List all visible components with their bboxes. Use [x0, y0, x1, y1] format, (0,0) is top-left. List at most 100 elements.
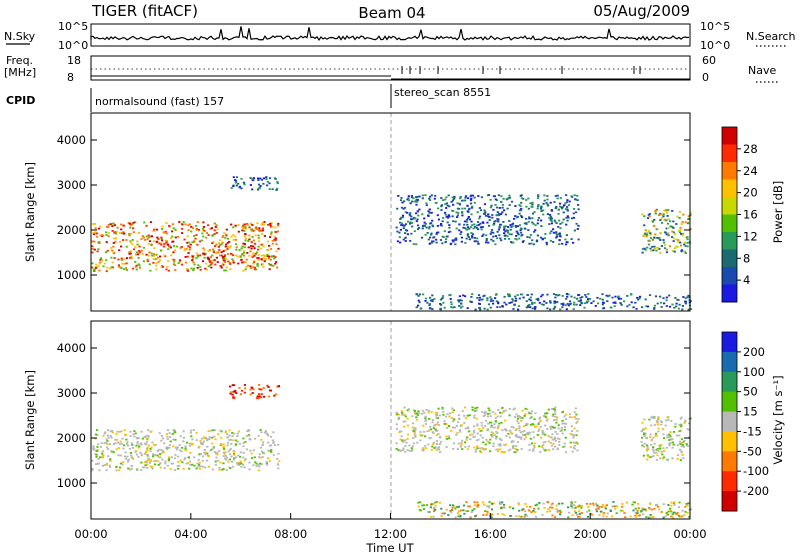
scatter-cell	[519, 431, 522, 434]
scatter-cell	[542, 209, 545, 212]
scatter-cell	[643, 445, 646, 448]
scatter-cell	[242, 463, 245, 466]
scatter-cell	[493, 195, 496, 198]
scatter-cell	[479, 430, 482, 433]
scatter-cell	[219, 461, 222, 464]
scatter-cell	[682, 296, 685, 298]
scatter-cell	[268, 188, 271, 190]
scatter-cell	[199, 467, 202, 470]
scatter-cell	[643, 418, 646, 421]
ytick-label: 3000	[57, 178, 86, 192]
scatter-cell	[491, 513, 494, 516]
scatter-cell	[421, 448, 424, 451]
scatter-cell	[222, 468, 225, 470]
scatter-cell	[99, 225, 102, 228]
scatter-cell	[182, 221, 185, 223]
scatter-cell	[177, 461, 180, 463]
scatter-cell	[236, 435, 239, 437]
scatter-cell	[167, 260, 170, 262]
scatter-cell	[543, 237, 547, 240]
scatter-cell	[498, 207, 501, 209]
scatter-cell	[503, 428, 506, 431]
scatter-cell	[562, 204, 566, 207]
scatter-cell	[529, 234, 532, 236]
scatter-cell	[259, 247, 262, 250]
scatter-cell	[395, 411, 398, 414]
scatter-cell	[683, 243, 686, 246]
scatter-cell	[453, 195, 456, 198]
scatter-cell	[262, 182, 265, 185]
scatter-cell	[551, 433, 554, 436]
scatter-cell	[552, 408, 556, 410]
scatter-cell	[442, 512, 445, 515]
scatter-cell	[250, 267, 253, 270]
scatter-cell	[403, 200, 406, 203]
scatter-cell	[610, 306, 613, 309]
scatter-cell	[560, 207, 564, 210]
scatter-cell	[533, 230, 536, 233]
scatter-cell	[480, 421, 483, 424]
ytick-label: 2000	[57, 431, 86, 445]
scatter-cell	[428, 226, 431, 228]
scatter-cell	[210, 261, 214, 264]
scatter-cell	[399, 438, 402, 441]
scatter-cell	[484, 419, 488, 422]
scatter-cell	[476, 224, 479, 227]
scatter-cell	[457, 505, 460, 508]
scatter-cell	[495, 300, 498, 303]
scatter-cell	[683, 250, 686, 253]
scatter-cell	[412, 442, 415, 445]
scatter-cell	[598, 506, 601, 508]
scatter-cell	[528, 509, 531, 512]
scatter-cell	[435, 430, 438, 432]
scatter-cell	[563, 428, 566, 431]
scatter-cell	[566, 303, 569, 305]
scatter-cell	[550, 222, 553, 225]
scatter-cell	[222, 263, 225, 266]
scatter-cell	[191, 259, 194, 262]
scatter-cell	[419, 501, 422, 504]
scatter-cell	[519, 293, 523, 296]
scatter-cell	[269, 263, 272, 266]
scatter-cell	[232, 390, 235, 393]
scatter-cell	[655, 432, 658, 435]
scatter-cell	[151, 254, 154, 257]
scatter-cell	[273, 236, 276, 238]
scatter-cell	[445, 207, 448, 209]
scatter-cell	[436, 417, 439, 419]
scatter-cell	[643, 233, 646, 236]
scatter-cell	[531, 212, 535, 215]
nsky-bottom-tick: 10^0	[58, 39, 88, 52]
scatter-cell	[251, 256, 254, 258]
scatter-cell	[557, 427, 560, 430]
scatter-cell	[211, 442, 214, 445]
scatter-cell	[143, 221, 146, 224]
scatter-cell	[463, 220, 467, 223]
scatter-cell	[462, 199, 465, 202]
scatter-cell	[481, 447, 484, 449]
scatter-cell	[248, 226, 251, 229]
scatter-cell	[661, 453, 664, 456]
scatter-cell	[549, 506, 552, 509]
scatter-cell	[495, 437, 498, 440]
scatter-cell	[416, 228, 420, 231]
scatter-cell	[130, 442, 133, 445]
scatter-cell	[409, 240, 412, 242]
scatter-cell	[538, 301, 541, 304]
scatter-cell	[151, 441, 154, 444]
scatter-cell	[110, 266, 113, 269]
scatter-cell	[538, 502, 541, 504]
scatter-cell	[118, 241, 122, 243]
scatter-cell	[218, 468, 221, 471]
scatter-cell	[686, 428, 689, 430]
scatter-cell	[660, 450, 664, 453]
scatter-cell	[145, 437, 148, 440]
scatter-cell	[129, 240, 132, 243]
scatter-cell	[566, 215, 569, 218]
scatter-cell	[684, 221, 687, 224]
scatter-cell	[214, 245, 217, 247]
scatter-cell	[528, 431, 531, 434]
scatter-cell	[571, 514, 574, 517]
scatter-cell	[620, 304, 623, 306]
scatter-cell	[150, 244, 153, 247]
